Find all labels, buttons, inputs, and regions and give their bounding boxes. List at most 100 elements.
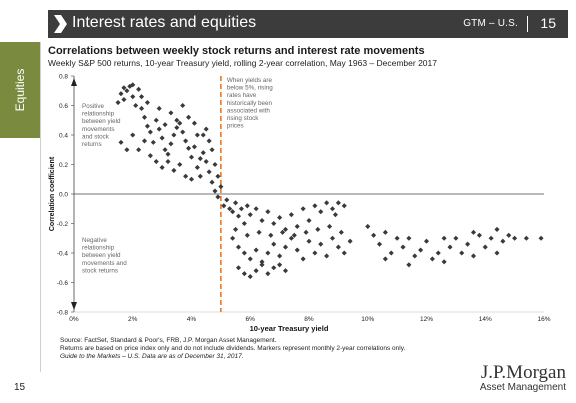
data-point: [206, 169, 212, 175]
data-point: [470, 229, 477, 235]
data-point: [259, 259, 265, 265]
data-point: [406, 262, 412, 268]
data-point: [459, 250, 465, 256]
annotation-negative: movements and: [82, 260, 127, 267]
y-tick-label: 0.0: [59, 192, 68, 199]
x-tick-label: 12%: [420, 316, 433, 323]
data-point: [180, 102, 186, 109]
data-point: [338, 229, 344, 235]
data-point: [512, 235, 518, 241]
data-point: [300, 256, 306, 262]
footnotes: Source: FactSet, Standard & Poor's, FRB,…: [60, 337, 405, 361]
data-point: [312, 203, 318, 209]
data-point: [382, 256, 388, 262]
data-point: [165, 159, 171, 165]
annotation-negative: between yield: [82, 252, 121, 259]
annotation-positive: movements: [82, 126, 115, 133]
data-point: [447, 244, 453, 250]
data-point: [147, 153, 153, 159]
annotation-negative: Negative: [82, 237, 107, 244]
data-point: [153, 159, 159, 165]
annotation-positive: relationship: [82, 111, 115, 118]
chevron-right-icon: [54, 15, 67, 33]
data-point: [177, 161, 183, 168]
data-point: [253, 247, 259, 253]
data-point: [494, 226, 500, 232]
annotation-threshold: When yields are: [227, 77, 273, 84]
data-point: [271, 265, 277, 271]
data-point: [429, 256, 435, 262]
data-point: [306, 218, 312, 224]
data-point: [253, 268, 259, 274]
data-point: [238, 206, 244, 212]
data-point: [423, 238, 430, 244]
data-point: [168, 110, 174, 116]
data-point: [197, 173, 203, 179]
data-point: [294, 223, 300, 229]
data-point: [376, 241, 383, 247]
x-tick-label: 10%: [361, 316, 374, 323]
data-point: [435, 250, 441, 256]
header-bar: Interest rates and equities GTM – U.S. 1…: [48, 10, 568, 38]
data-point: [538, 235, 544, 241]
data-point: [159, 135, 165, 141]
data-point: [227, 206, 233, 212]
data-point: [171, 132, 177, 138]
data-point: [194, 164, 200, 170]
data-point: [382, 229, 388, 235]
data-point: [118, 139, 124, 145]
data-point: [294, 247, 300, 253]
data-point: [191, 144, 197, 150]
data-point: [300, 206, 306, 212]
data-point: [156, 126, 162, 132]
data-point: [124, 147, 130, 153]
annotation-negative: relationship: [82, 245, 115, 252]
x-tick-label: 8%: [304, 316, 314, 323]
data-point: [288, 212, 294, 218]
data-point: [200, 132, 206, 138]
data-point: [206, 138, 212, 144]
data-point: [465, 241, 471, 247]
chart-subtitle: Weekly S&P 500 returns, 10-year Treasury…: [48, 58, 437, 68]
data-point: [247, 274, 253, 280]
data-point: [282, 244, 289, 250]
data-point: [315, 226, 321, 232]
page-title: Interest rates and equities: [72, 14, 257, 31]
series-label: GTM – U.S.: [463, 18, 518, 29]
data-point: [156, 105, 162, 111]
data-point: [412, 253, 418, 259]
data-point: [136, 147, 142, 153]
data-point: [218, 184, 224, 190]
y-tick-label: -0.8: [57, 310, 69, 317]
data-point: [241, 220, 247, 227]
data-point: [347, 238, 353, 244]
data-point: [318, 209, 324, 215]
scatter-chart: 0.8 0.6 0.4 0.2 0.0 -0.2 -0.4 -0.6 -0.80% 2% 4% 6% 8…: [49, 74, 551, 334]
data-point: [241, 271, 247, 277]
section-tab-label: Equities: [13, 68, 27, 112]
annotation-positive: between yield: [82, 118, 121, 125]
data-point: [171, 167, 177, 173]
data-point: [221, 203, 227, 209]
data-point: [130, 94, 136, 100]
annotation-threshold: prices: [227, 123, 244, 130]
data-point: [188, 154, 195, 160]
data-point: [118, 91, 124, 97]
data-point: [165, 151, 171, 157]
data-point: [159, 164, 165, 170]
data-point: [224, 197, 230, 203]
data-point: [277, 253, 283, 259]
data-point: [203, 126, 209, 132]
data-point: [494, 250, 500, 256]
section-tab[interactable]: Equities: [0, 42, 40, 138]
data-point: [121, 97, 127, 103]
data-point: [418, 247, 424, 253]
data-point: [388, 250, 394, 256]
data-point: [200, 150, 206, 156]
data-point: [306, 238, 312, 244]
data-point: [318, 241, 324, 247]
data-point: [332, 212, 338, 218]
y-tick-label: 0.2: [59, 162, 68, 169]
data-point: [191, 120, 197, 126]
data-point: [183, 173, 189, 179]
